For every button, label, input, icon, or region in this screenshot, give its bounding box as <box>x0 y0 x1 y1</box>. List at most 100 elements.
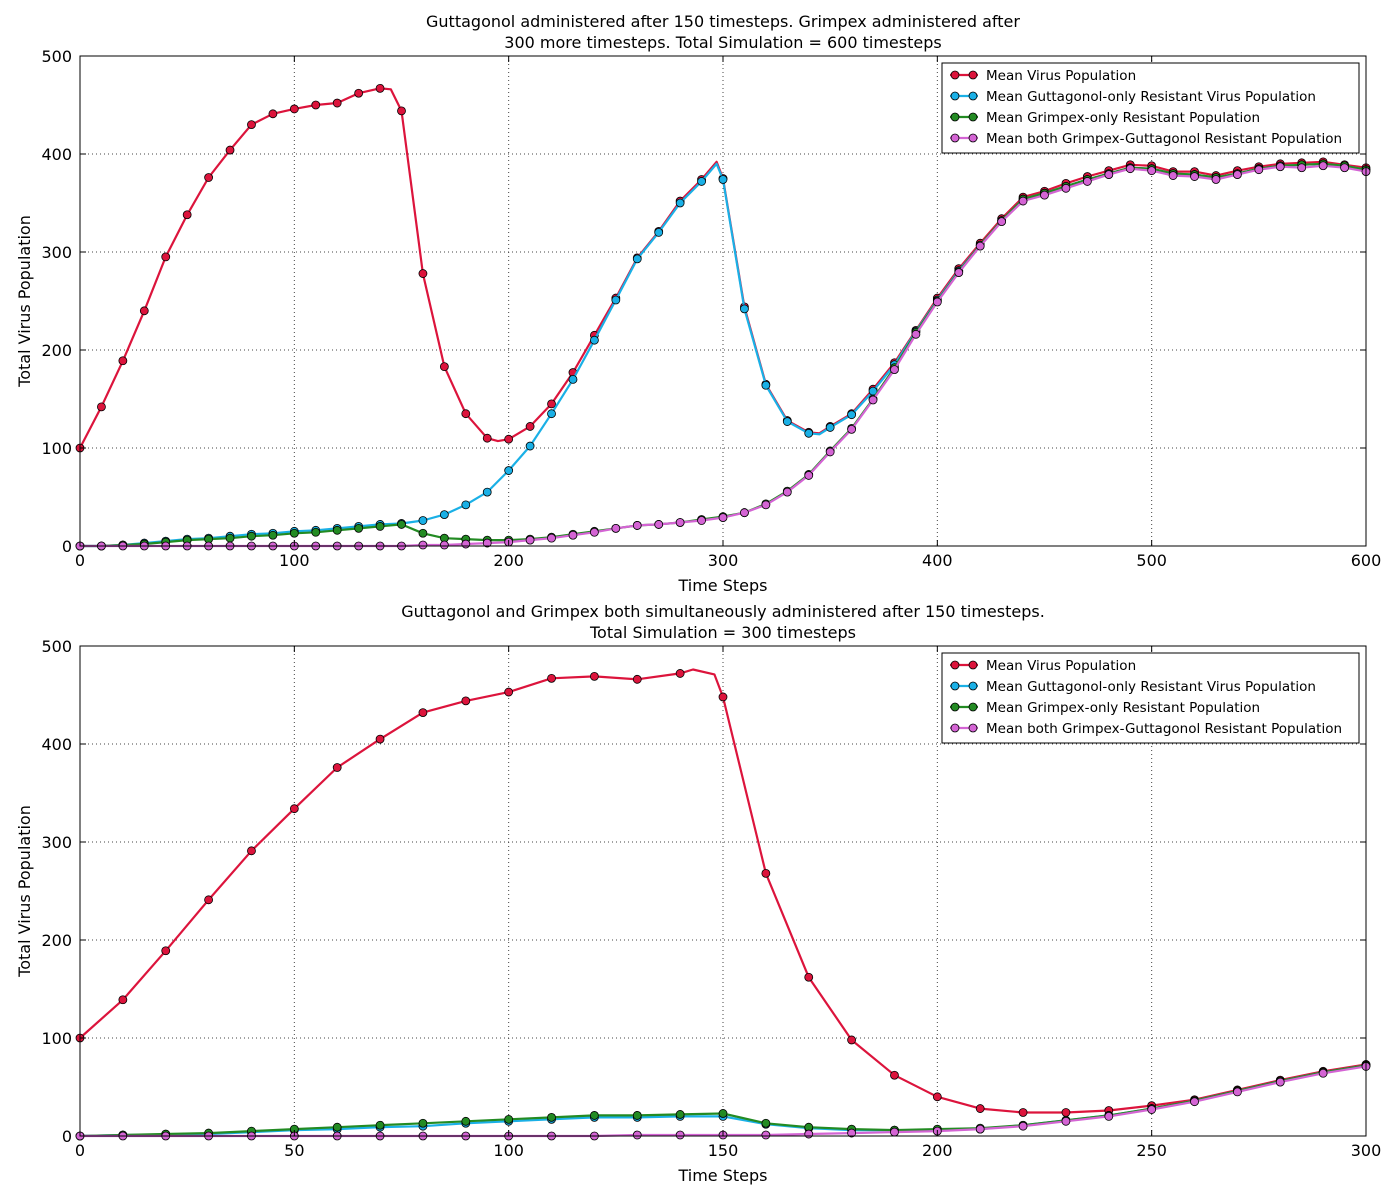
data-point-grimpex <box>590 1111 599 1120</box>
legend-marker-guttagonol <box>950 681 960 691</box>
chart-1: 0 100 200 300 400 500 600 0 100 200 300 400 500 Gutta… <box>15 12 1381 595</box>
data-point-guttagonol <box>418 516 428 525</box>
data-point-both <box>461 539 471 549</box>
data-point-guttagonol <box>675 198 685 208</box>
data-point-both <box>1147 166 1157 176</box>
data-point-both <box>418 540 428 550</box>
x-axis-label: Time Steps <box>677 576 767 595</box>
data-point-virus <box>268 109 278 119</box>
legend-label: Mean Virus Population <box>986 68 1136 84</box>
data-point-virus <box>97 402 106 412</box>
data-point-both <box>997 217 1007 227</box>
legend-marker-both <box>950 723 960 733</box>
legend-marker-grimpex <box>950 702 960 712</box>
y-tick-label: 0 <box>62 1127 72 1146</box>
legend-label: Mean both Grimpex-Guttagonol Resistant P… <box>986 131 1342 147</box>
data-point-virus <box>332 763 342 772</box>
data-point-virus <box>289 104 299 114</box>
data-point-both <box>1125 164 1135 174</box>
data-point-guttagonol <box>825 423 835 432</box>
data-point-both <box>890 1127 899 1137</box>
legend-marker-both <box>950 133 960 143</box>
data-point-virus <box>161 252 171 262</box>
legend: Mean Virus Population Mean Guttagonol-onl… <box>941 62 1360 154</box>
y-tick-label: 400 <box>41 735 72 754</box>
data-point-guttagonol <box>590 335 599 345</box>
data-point-both <box>1318 161 1328 171</box>
legend-box <box>941 62 1360 154</box>
data-point-both <box>1018 1121 1028 1131</box>
x-tick-label: 250 <box>1136 1141 1167 1160</box>
legend-marker-virus <box>968 70 978 80</box>
data-point-guttagonol <box>482 487 492 497</box>
data-point-grimpex <box>675 1110 685 1119</box>
data-point-both <box>1254 165 1264 175</box>
x-tick-label: 150 <box>708 1141 739 1160</box>
data-point-guttagonol <box>461 500 471 510</box>
legend-marker-grimpex <box>968 702 978 712</box>
x-tick-label: 0 <box>75 1141 85 1160</box>
legend-marker-guttagonol <box>968 681 978 691</box>
data-point-virus <box>975 1104 985 1113</box>
data-point-grimpex <box>761 1118 771 1128</box>
data-point-virus <box>182 210 192 220</box>
x-tick-label: 50 <box>284 1141 304 1160</box>
data-point-both <box>761 1130 771 1140</box>
data-point-guttagonol <box>697 177 706 186</box>
data-point-virus <box>139 306 149 316</box>
data-point-virus <box>332 98 342 108</box>
data-point-both <box>439 540 449 550</box>
data-point-both <box>632 1130 642 1140</box>
data-point-both <box>547 533 556 543</box>
data-point-both <box>675 1130 685 1140</box>
data-point-guttagonol <box>611 295 621 305</box>
data-point-both <box>1233 1087 1242 1097</box>
y-tick-label: 500 <box>41 637 72 656</box>
legend-label: Mean Guttagonol-only Resistant Virus Pop… <box>986 679 1316 695</box>
data-point-both <box>825 447 835 457</box>
data-point-both <box>1275 1077 1285 1087</box>
data-point-virus <box>118 995 128 1005</box>
data-point-virus <box>525 422 535 431</box>
data-point-grimpex <box>354 523 364 533</box>
data-point-virus <box>675 669 685 678</box>
legend: Mean Virus Population Mean Guttagonol-onl… <box>941 652 1360 744</box>
data-point-virus <box>439 362 449 372</box>
data-point-both <box>654 520 664 529</box>
chart-title: Guttagonol administered after 150 timest… <box>426 12 1020 31</box>
y-tick-label: 0 <box>62 537 72 556</box>
data-point-both <box>1275 162 1285 172</box>
data-point-virus <box>1061 1108 1071 1117</box>
legend-marker-virus <box>950 660 960 670</box>
data-point-virus <box>354 88 364 98</box>
data-point-both <box>954 268 964 277</box>
data-point-virus <box>311 100 321 110</box>
y-tick-label: 300 <box>41 833 72 852</box>
y-tick-label: 100 <box>41 439 72 458</box>
data-point-both <box>975 241 985 251</box>
x-tick-label: 200 <box>922 1141 953 1160</box>
data-point-guttagonol <box>654 227 664 237</box>
data-point-both <box>1297 163 1307 173</box>
legend-marker-grimpex <box>950 112 960 122</box>
data-point-both <box>1190 172 1199 181</box>
data-point-both <box>1190 1097 1199 1107</box>
data-point-grimpex <box>418 528 428 538</box>
data-point-virus <box>504 687 514 697</box>
legend-marker-both <box>968 133 978 143</box>
x-tick-label: 600 <box>1351 551 1382 570</box>
data-point-grimpex <box>632 1111 642 1120</box>
data-point-both <box>1233 170 1242 179</box>
data-point-virus <box>547 673 556 683</box>
data-point-virus <box>375 734 385 744</box>
data-point-both <box>1104 1112 1114 1121</box>
data-point-both <box>611 523 621 533</box>
data-point-virus <box>847 1035 856 1045</box>
data-point-both <box>1061 183 1071 193</box>
data-point-both <box>847 1128 856 1138</box>
data-point-virus <box>204 895 214 905</box>
data-point-guttagonol <box>525 441 535 451</box>
data-point-both <box>782 487 792 497</box>
x-tick-label: 300 <box>708 551 739 570</box>
